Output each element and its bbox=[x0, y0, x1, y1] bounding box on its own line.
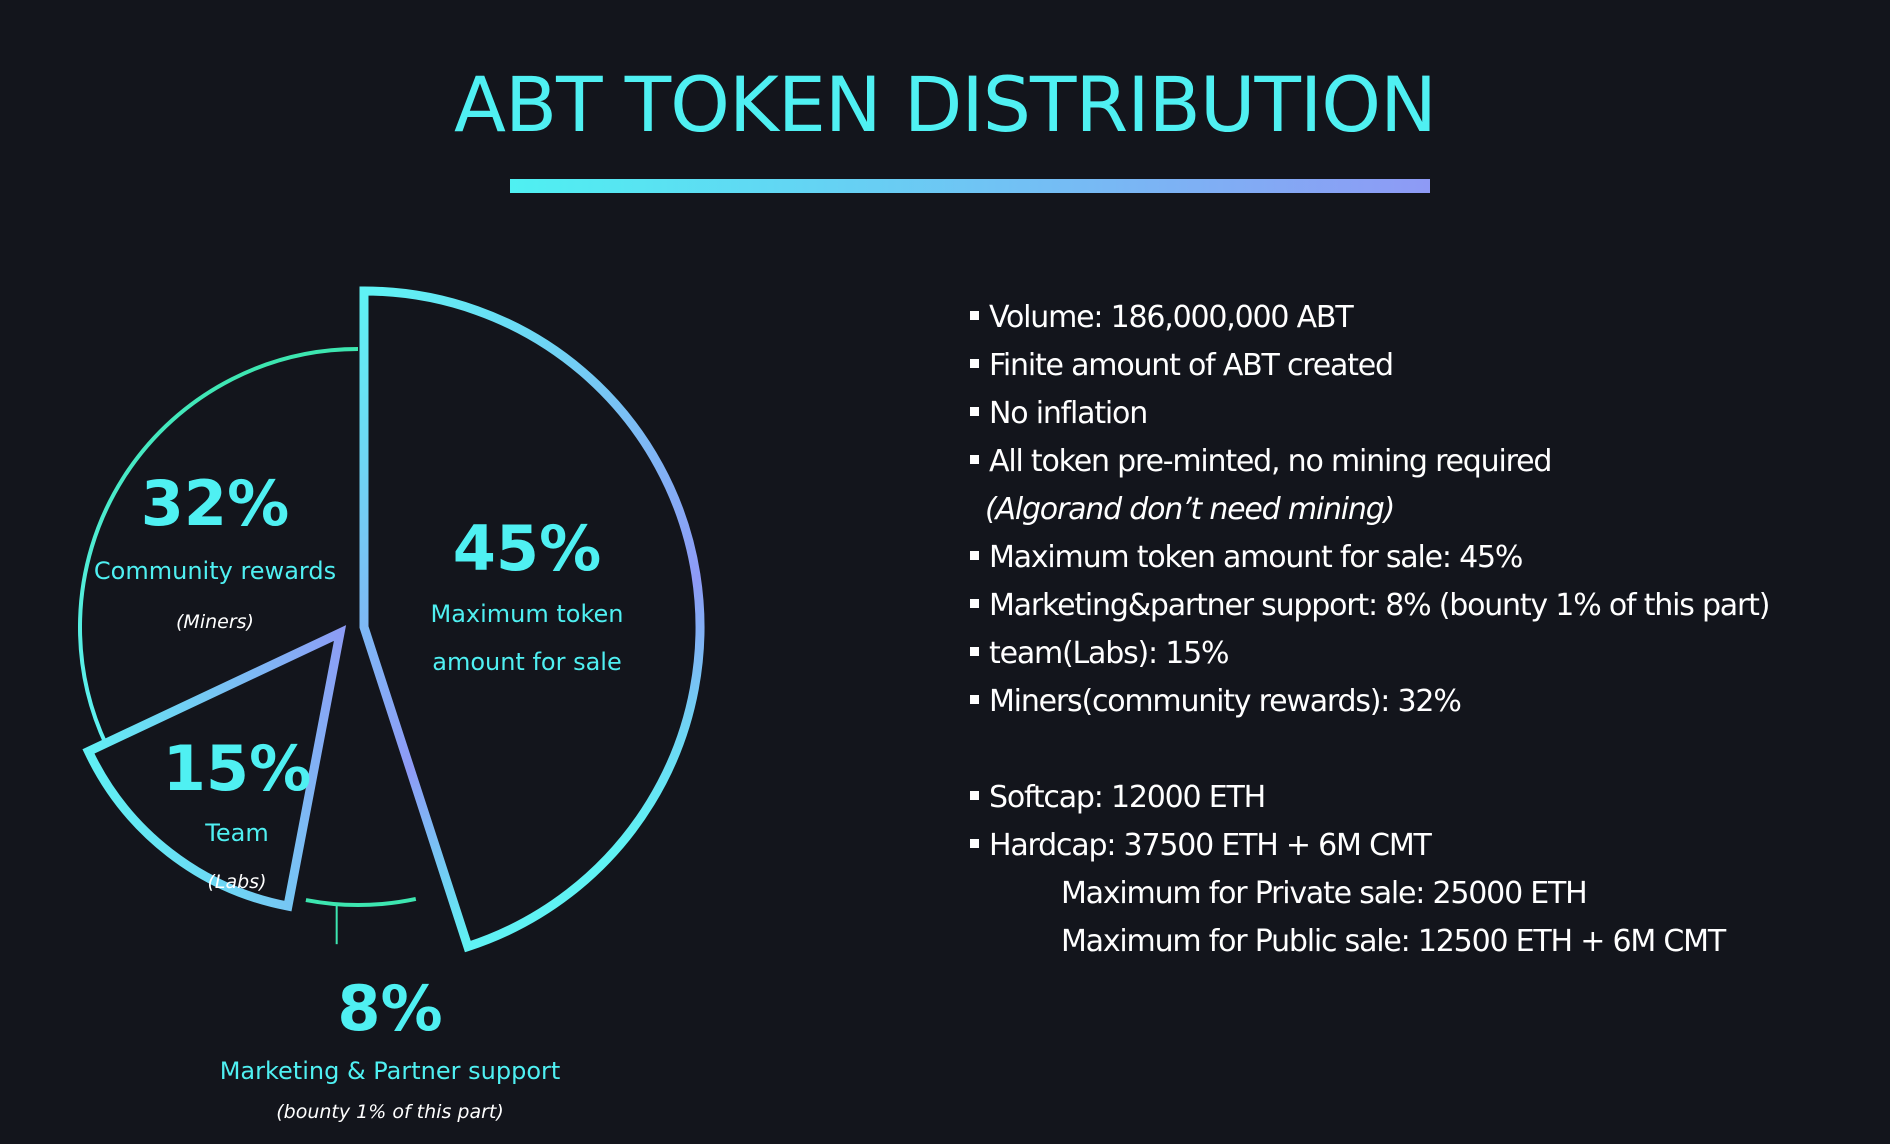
slice-percent-sale: 45% bbox=[453, 512, 601, 585]
info-subline: Maximum for Public sale: 12500 ETH + 6M … bbox=[1061, 924, 1726, 959]
pie-slice-marketing bbox=[305, 896, 417, 907]
slice-percent-marketing: 8% bbox=[337, 972, 442, 1045]
pie-slice-team bbox=[82, 625, 347, 912]
info-bullet: Miners(community rewards): 32% bbox=[970, 678, 1769, 726]
info-note: (Algorand don’t need mining) bbox=[985, 492, 1395, 527]
slice-name-marketing: Marketing & Partner support bbox=[220, 1057, 561, 1085]
slice-percent-team: 15% bbox=[163, 732, 311, 805]
pie-slice-sale bbox=[359, 286, 705, 953]
info-bullet: team(Labs): 15% bbox=[970, 630, 1769, 678]
title-underline bbox=[510, 179, 1430, 193]
slice-percent-community-rewards: 32% bbox=[141, 467, 289, 540]
slice-sub-marketing: (bounty 1% of this part) bbox=[276, 1101, 504, 1123]
info-spacer bbox=[970, 726, 1769, 774]
slice-name-sale: Maximum token bbox=[431, 600, 624, 628]
info-bullet: All token pre-minted, no mining required bbox=[970, 438, 1769, 486]
pie-slice-community-rewards bbox=[78, 347, 359, 747]
info-list: Volume: 186,000,000 ABT Finite amount of… bbox=[970, 294, 1770, 966]
info-bullet: Softcap: 12000 ETH bbox=[970, 774, 1769, 822]
info-bullet: Marketing&partner support: 8% (bounty 1%… bbox=[970, 582, 1770, 630]
info-bullet: Volume: 186,000,000 ABT bbox=[970, 294, 1769, 342]
info-bullet: Maximum token amount for sale: 45% bbox=[970, 534, 1769, 582]
slice-sub-team: (Labs) bbox=[207, 871, 266, 893]
info-bullet: Hardcap: 37500 ETH + 6M CMT bbox=[970, 822, 1769, 870]
slice-name-sale: amount for sale bbox=[432, 648, 622, 676]
info-bullet: Finite amount of ABT created bbox=[970, 342, 1769, 390]
page-title: ABT TOKEN DISTRIBUTION bbox=[454, 60, 1437, 149]
info-bullet: No inflation bbox=[970, 390, 1769, 438]
slice-name-team: Team bbox=[204, 819, 268, 847]
slice-sub-community-rewards: (Miners) bbox=[176, 611, 254, 633]
distribution-pie-chart: 45% Maximum token amount for sale 8% Marketi… bbox=[78, 286, 705, 1123]
info-subline: Maximum for Private sale: 25000 ETH bbox=[1061, 876, 1588, 911]
slice-name-community-rewards: Community rewards bbox=[94, 557, 336, 585]
